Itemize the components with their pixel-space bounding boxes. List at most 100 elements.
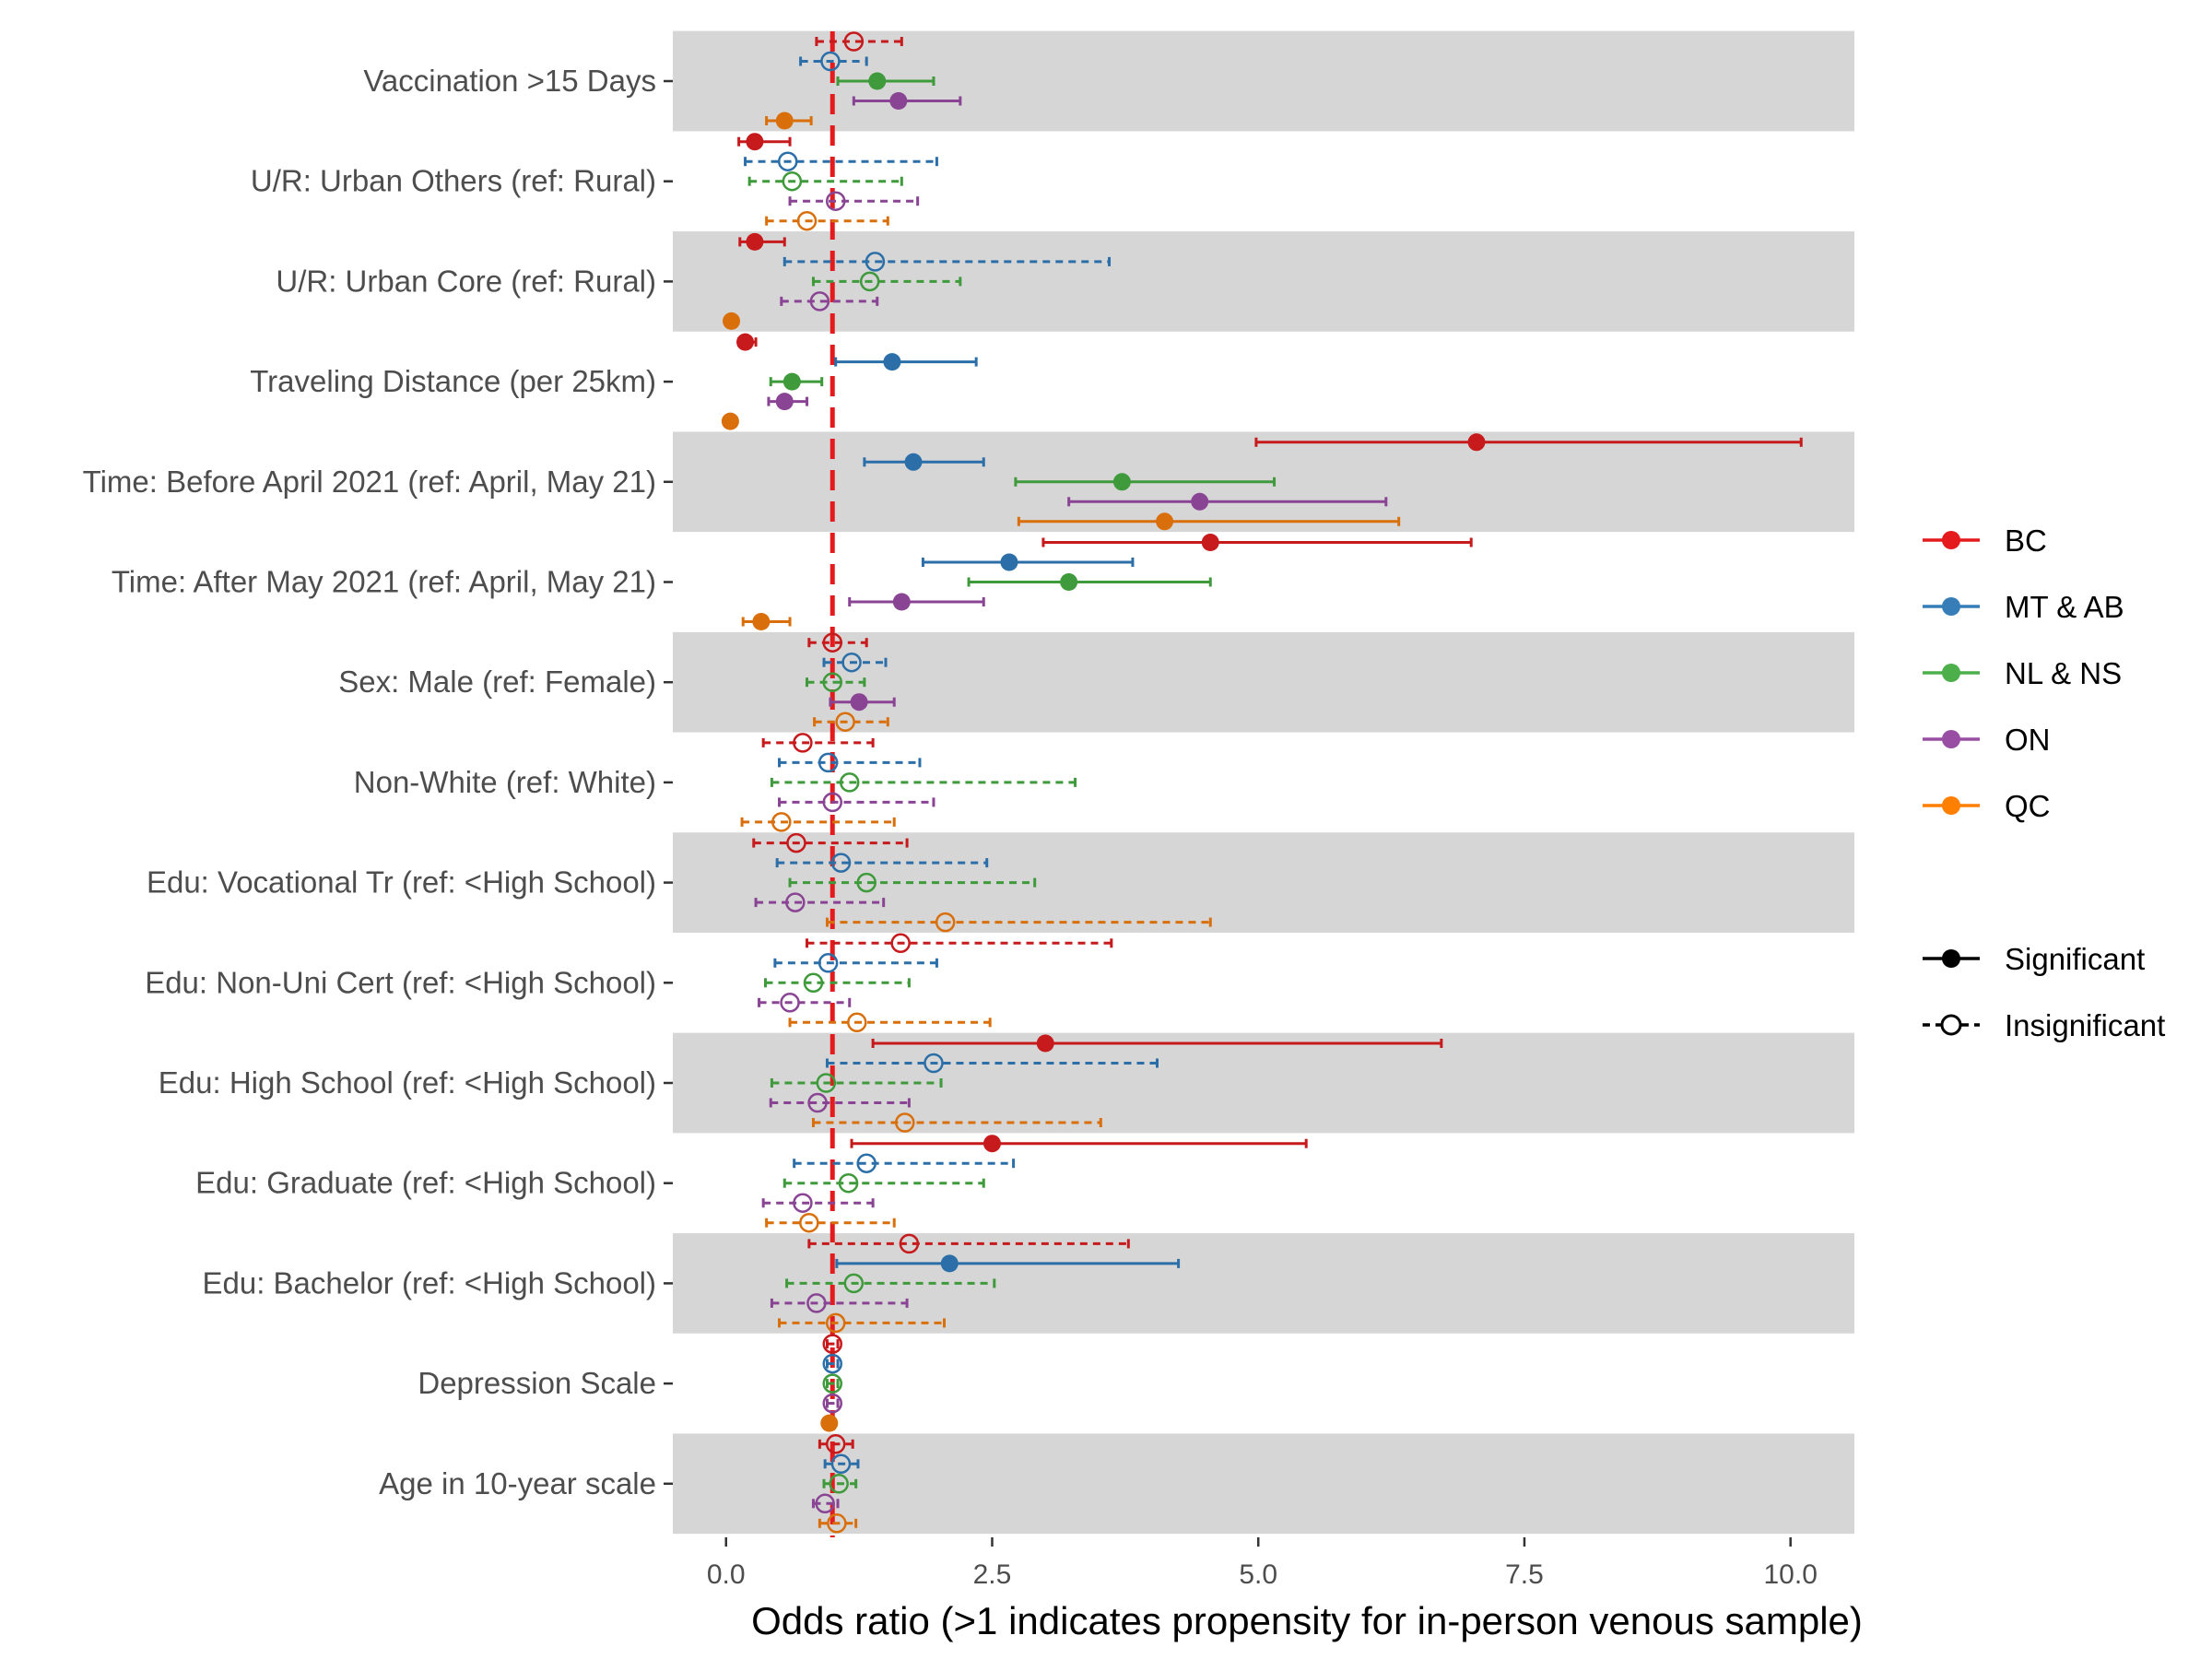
error-bar-bc (818, 1434, 854, 1454)
point-insignificant (822, 1373, 842, 1394)
point-significant (1156, 512, 1174, 531)
error-bar-mt-ab (921, 553, 1135, 571)
error-bar-on (848, 593, 985, 611)
point-significant (1036, 1034, 1054, 1053)
y-tick-label: Traveling Distance (per 25km) (250, 364, 656, 398)
error-bar-on (777, 792, 935, 813)
error-bar-nl-ns (769, 372, 824, 391)
error-bar-mt-ab (863, 453, 985, 471)
legend-dot (1940, 1014, 1962, 1036)
error-bar-qc (777, 1312, 947, 1334)
legend-dot (1942, 664, 1960, 682)
point-insignificant (822, 1353, 842, 1374)
point-insignificant (809, 291, 830, 312)
legend: BC MT & AB NL & NS ON QC Significant Insignifi… (1923, 524, 2165, 1042)
legend-item-significant: Significant (1923, 942, 2145, 976)
error-bar-bc (815, 31, 903, 52)
error-bar-on (761, 1193, 875, 1213)
point-significant (1467, 433, 1486, 452)
point-insignificant (799, 1212, 819, 1233)
point-insignificant (806, 1293, 827, 1313)
point-insignificant (899, 1233, 920, 1254)
y-tick-label: Time: After May 2021 (ref: April, May 21… (112, 565, 656, 599)
error-bar-qc (820, 1414, 839, 1432)
point-insignificant (829, 1474, 849, 1494)
point-significant (883, 353, 901, 371)
error-bar-nl-ns (967, 573, 1212, 591)
point-insignificant (818, 752, 839, 773)
point-significant (892, 593, 911, 611)
point-insignificant (856, 872, 877, 893)
point-insignificant (786, 832, 806, 853)
row-band (673, 1433, 1854, 1535)
point-insignificant (822, 792, 842, 813)
point-insignificant (890, 933, 911, 954)
x-tick-label: 7.5 (1505, 1559, 1544, 1590)
error-bar-qc (765, 210, 889, 231)
error-bar-bc (1041, 534, 1473, 551)
y-tick-label: Edu: Bachelor (ref: <High School) (202, 1265, 656, 1300)
point-insignificant (856, 1153, 877, 1173)
legend-item-nl-ns: NL & NS (1923, 656, 2122, 690)
legend-item-qc: QC (1923, 789, 2051, 823)
error-bar-bc (807, 1233, 1130, 1254)
error-bar-bc (738, 232, 786, 251)
error-bar-nl-ns (822, 1373, 842, 1394)
error-bar-on (769, 1092, 911, 1113)
error-bar-bc (761, 733, 875, 753)
point-significant (775, 112, 794, 130)
x-tick-label: 2.5 (973, 1559, 1012, 1590)
y-tick-label: Sex: Male (ref: Female) (338, 665, 656, 699)
point-insignificant (841, 652, 862, 673)
y-tick-label: Edu: Vocational Tr (ref: <High School) (147, 865, 656, 900)
error-bar-on (811, 1493, 840, 1514)
y-tick-label: Edu: Graduate (ref: <High School) (195, 1166, 656, 1200)
point-insignificant (924, 1053, 944, 1074)
error-bar-mt-ab (825, 1053, 1159, 1074)
error-bar-qc (811, 1112, 1102, 1133)
point-insignificant (793, 733, 813, 753)
x-axis: 0.0 2.5 5.0 7.5 10.0 (707, 1537, 1818, 1590)
error-bar-nl-ns (763, 972, 911, 994)
error-bar-bc (806, 933, 1113, 954)
legend-label: BC (2005, 524, 2047, 558)
error-bar-nl-ns (822, 1474, 858, 1494)
y-axis: Vaccination >15 Days U/R: Urban Others (r… (83, 64, 673, 1500)
error-bar-qc (723, 312, 741, 330)
point-insignificant (865, 252, 886, 272)
point-insignificant (771, 812, 792, 832)
point-insignificant (785, 892, 806, 912)
legend-dot (1942, 949, 1960, 968)
point-insignificant (830, 853, 852, 873)
x-tick-label: 0.0 (707, 1559, 746, 1590)
point-significant (1201, 534, 1219, 551)
point-insignificant (820, 51, 841, 72)
y-tick-label: Edu: High School (ref: <High School) (159, 1065, 656, 1100)
point-insignificant (835, 712, 855, 732)
error-bar-nl-ns (782, 1172, 985, 1194)
error-bar-qc (741, 613, 792, 630)
legend-item-on: ON (1923, 723, 2051, 757)
error-bar-mt-ab (799, 51, 868, 72)
error-bar-bc (850, 1135, 1308, 1153)
legend-label: Insignificant (2005, 1008, 2165, 1042)
x-axis-title: Odds ratio (>1 indicates propensity for … (751, 1599, 1863, 1642)
error-bar-nl-ns (770, 772, 1077, 793)
legend-dot (1942, 597, 1960, 616)
error-bar-on (829, 693, 896, 712)
point-significant (1060, 573, 1078, 591)
point-insignificant (822, 1334, 842, 1354)
legend-dot (1942, 531, 1960, 549)
point-insignificant (777, 151, 798, 171)
error-bar-mt-ab (777, 752, 922, 773)
error-bar-bc (737, 133, 792, 151)
point-insignificant (807, 1092, 828, 1113)
point-insignificant (839, 772, 860, 793)
y-tick-label: Time: Before April 2021 (ref: April, May… (83, 465, 656, 499)
point-insignificant (825, 1434, 846, 1454)
point-insignificant (803, 972, 824, 994)
error-bar-on (1067, 492, 1388, 511)
legend-label: MT & AB (2005, 590, 2124, 624)
row-band (673, 1032, 1854, 1134)
